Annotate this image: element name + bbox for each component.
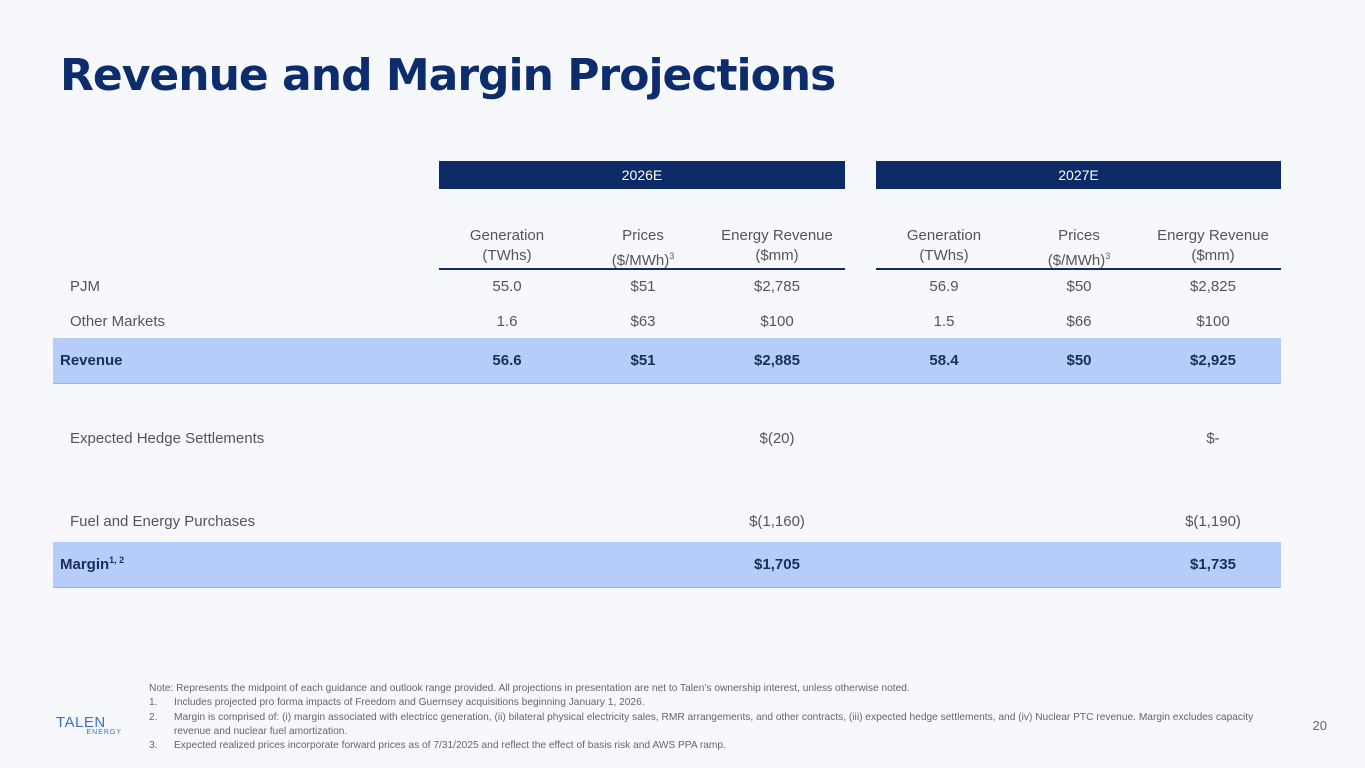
table-cell: $(20) [759, 430, 795, 447]
column-header: Energy Revenue ($mm) [1138, 226, 1288, 268]
table-cell: 58.4 [929, 352, 959, 369]
table-row: Expected Hedge Settlements $(20) $- [53, 415, 1281, 462]
table-cell: $100 [1196, 312, 1230, 330]
table-cell: $50 [1066, 278, 1092, 295]
column-header-line2: ($mm) [1138, 246, 1288, 266]
row-label-text: Expected Hedge Settlements [70, 430, 265, 447]
column-header-unit: ($mm) [1191, 247, 1235, 264]
column-header: Generation (TWhs) [884, 226, 1004, 268]
row-label: Revenue [60, 338, 123, 383]
column-header-line2: ($/MWh)3 [1019, 246, 1139, 271]
column-header-line1: Energy Revenue [721, 227, 833, 244]
header-underline-2026 [439, 268, 845, 270]
column-header: Prices ($/MWh)3 [1019, 226, 1139, 271]
table-cell: $66 [1066, 312, 1092, 330]
table-cell: $2,785 [754, 278, 800, 295]
footnote-intro: Note: Represents the midpoint of each gu… [149, 683, 910, 694]
year-header-2026: 2026E [439, 161, 845, 189]
footnote-item: 2. Margin is comprised of: (i) margin ass… [149, 711, 1279, 740]
column-header-unit: ($/MWh) [611, 252, 670, 269]
column-header: Energy Revenue ($mm) [702, 226, 852, 268]
column-header-line1: Prices [1058, 227, 1100, 244]
column-header-line2: (TWhs) [447, 246, 567, 266]
table-cell: $1,705 [754, 556, 800, 573]
table-cell: $(1,190) [1185, 512, 1241, 530]
footnote-text: Margin is comprised of: (i) margin assoc… [174, 711, 1254, 737]
column-header-unit: ($/MWh) [1047, 252, 1106, 269]
footnote-number: 1. [149, 697, 158, 709]
table-cell: 1.6 [496, 312, 518, 330]
footnote-item: 3. Expected realized prices incorporate f… [149, 739, 1279, 753]
table-row: PJM 55.0 $51 $2,785 56.9 $50 $2,825 [53, 270, 1281, 303]
table-row: Other Markets 1.6 $63 $100 1.5 $66 $100 [53, 304, 1281, 338]
table-cell: $63 [630, 312, 656, 330]
talen-energy-logo: TALEN ENERGY [56, 714, 126, 736]
footnote-number: 3. [149, 740, 158, 752]
row-label: Margin 1, 2 [60, 542, 124, 587]
header-underline-2027 [876, 268, 1281, 270]
table-cell: $2,885 [754, 352, 800, 369]
table-cell: $51 [630, 278, 656, 295]
footnote-item: 1. Includes projected pro forma impacts o… [149, 696, 1279, 710]
footnote-text: Expected realized prices incorporate for… [174, 740, 726, 752]
page-title: Revenue and Margin Projections [60, 50, 836, 101]
table-row: Fuel and Energy Purchases $(1,160) $(1,190… [53, 498, 1281, 544]
table-cell: $2,925 [1190, 352, 1236, 369]
column-header-unit: (TWhs) [482, 247, 532, 264]
logo-sub: ENERGY [86, 729, 122, 736]
table-cell: $- [1206, 430, 1220, 447]
footnotes: Note: Represents the midpoint of each gu… [149, 682, 1279, 753]
row-label-text: PJM [70, 278, 100, 295]
row-label: PJM [70, 270, 100, 303]
column-header-line1: Energy Revenue [1157, 227, 1269, 244]
footnote-number: 2. [149, 711, 158, 723]
row-label-text: Revenue [60, 352, 123, 369]
footnote-text: Includes projected pro forma impacts of … [174, 697, 645, 709]
page-number: 20 [1312, 718, 1327, 733]
table-cell: $51 [630, 352, 656, 369]
table-cell: $(1,160) [749, 512, 805, 530]
table-row: Margin 1, 2 $1,705 $1,735 [53, 542, 1281, 588]
table-cell: $100 [760, 312, 794, 330]
footnote-ref: 3 [669, 251, 675, 261]
table-cell: 56.6 [492, 352, 522, 369]
table-cell: 55.0 [492, 278, 522, 295]
column-header-line1: Generation [469, 227, 545, 244]
table-cell: $1,735 [1190, 556, 1236, 573]
table-cell: 1.5 [933, 312, 955, 330]
column-header-line1: Generation [906, 227, 982, 244]
column-header: Generation (TWhs) [447, 226, 567, 268]
footnote-ref: 1, 2 [109, 554, 125, 565]
footnote-ref: 3 [1105, 251, 1111, 261]
logo-name: TALEN [56, 714, 106, 731]
row-label: Other Markets [70, 304, 165, 338]
column-header-line2: ($mm) [702, 246, 852, 266]
column-header-unit: (TWhs) [919, 247, 969, 264]
table-cell: $2,825 [1190, 278, 1236, 295]
column-header: Prices ($/MWh)3 [583, 226, 703, 271]
row-label-text: Margin [60, 556, 110, 573]
row-label: Expected Hedge Settlements [70, 415, 264, 462]
column-header-line2: ($/MWh)3 [583, 246, 703, 271]
table-cell: $50 [1066, 352, 1092, 369]
row-label: Fuel and Energy Purchases [70, 498, 255, 544]
year-header-2027: 2027E [876, 161, 1281, 189]
table-row: Revenue 56.6 $51 $2,885 58.4 $50 $2,925 [53, 338, 1281, 384]
table-cell: 56.9 [929, 278, 959, 295]
row-label-text: Fuel and Energy Purchases [70, 512, 256, 530]
column-header-line1: Prices [622, 227, 664, 244]
row-label-text: Other Markets [70, 312, 166, 330]
column-header-unit: ($mm) [755, 247, 799, 264]
column-header-line2: (TWhs) [884, 246, 1004, 266]
